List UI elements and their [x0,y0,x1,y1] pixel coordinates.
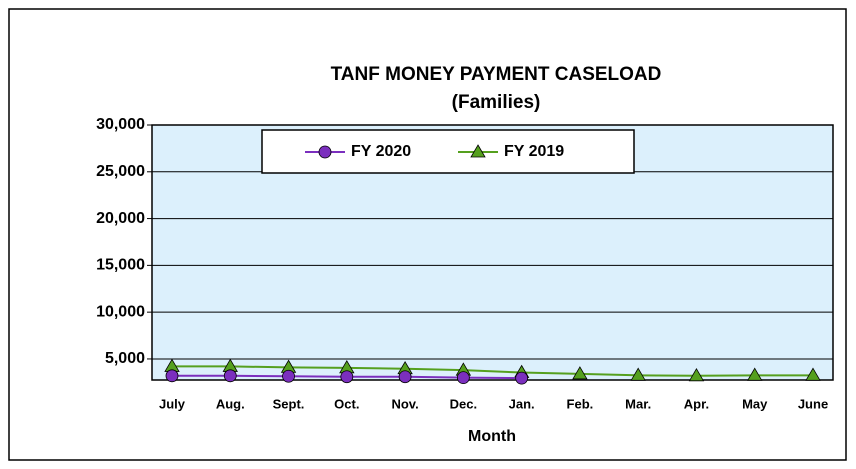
point [805,367,821,381]
legend-marker [318,145,332,159]
plot-border [151,124,834,381]
point [630,367,646,381]
y-tick-label: 10,000 [96,303,145,320]
y-tick-label: 30,000 [96,116,145,133]
point [747,367,763,381]
x-tick-label: May [742,396,768,411]
point [223,369,237,383]
series-line [172,365,813,377]
x-tick-label: Mar. [625,396,651,411]
x-tick-label: Nov. [391,396,418,411]
point [515,371,529,385]
y-tick-label: 15,000 [96,257,145,274]
y-tick-label: 25,000 [96,163,145,180]
x-tick-label: June [798,396,828,411]
chart-title: TANF MONEY PAYMENT CASELOAD [331,64,662,85]
x-tick-label: Jan. [509,396,535,411]
point [340,370,354,384]
chart-subtitle: (Families) [452,92,541,113]
x-tick-label: Apr. [684,396,709,411]
x-tick-label: Aug. [216,396,245,411]
y-tick-label: 20,000 [96,210,145,227]
point [572,366,588,380]
x-tick-label: July [159,396,186,411]
point [456,371,470,385]
legend-label: FY 2020 [351,143,411,160]
x-tick-label: Dec. [450,396,477,411]
legend-marker [470,144,486,158]
legend-label: FY 2019 [504,143,564,160]
y-tick-label: 5,000 [105,350,145,367]
point [688,367,705,382]
x-axis-label: Month [468,428,516,445]
x-tick-label: Sept. [273,396,305,411]
x-tick-label: Oct. [334,396,359,411]
point [282,369,295,383]
point [398,370,412,384]
x-tick-label: Feb. [567,396,594,411]
point [165,369,179,383]
